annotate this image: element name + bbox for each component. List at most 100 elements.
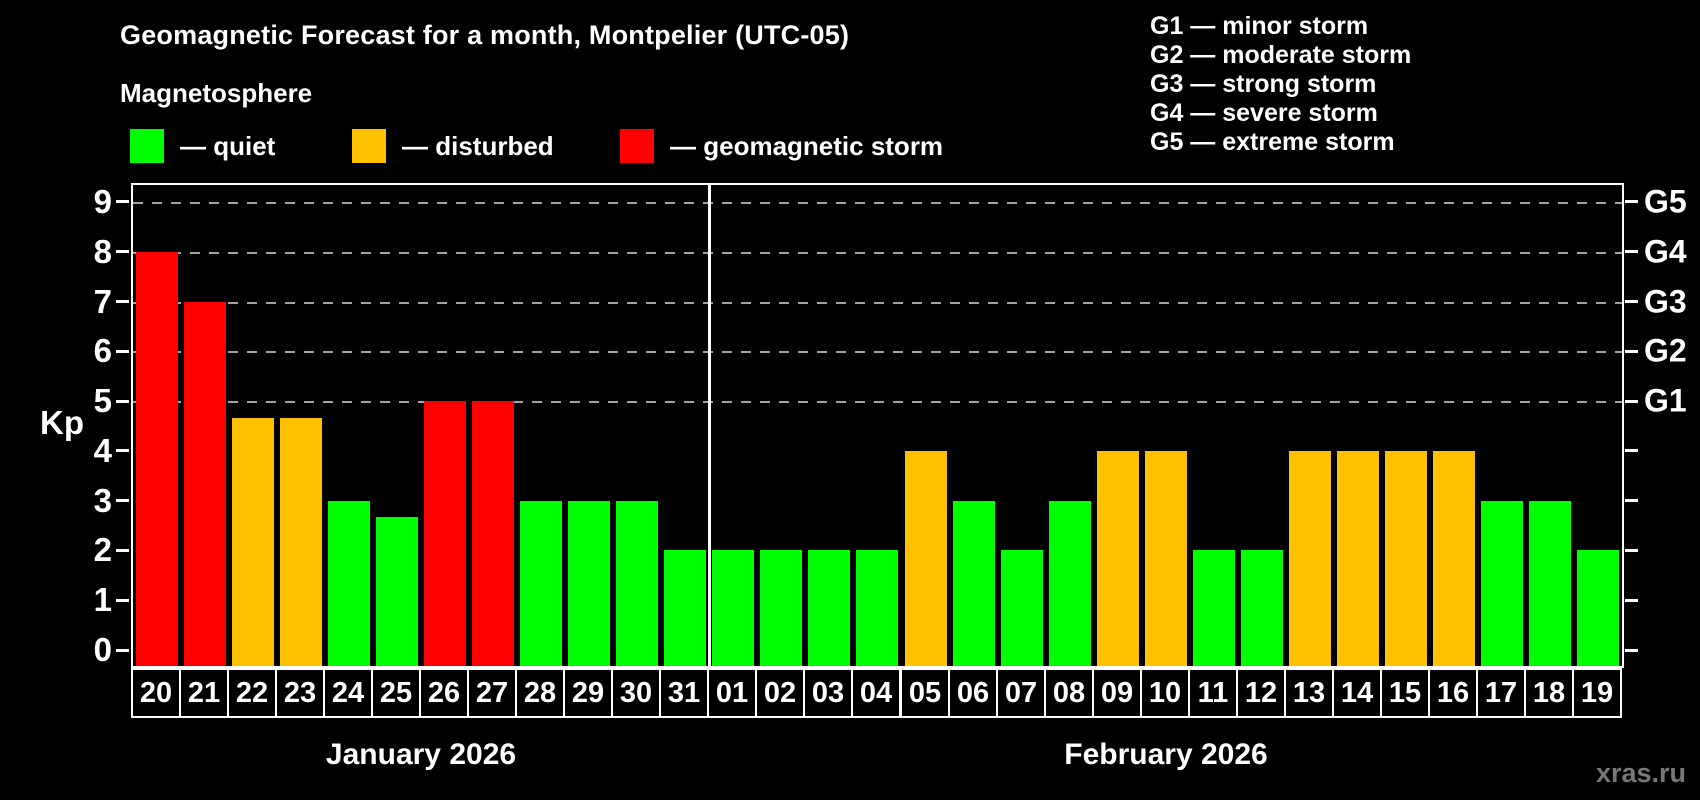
day-label-feb-14: 14 bbox=[1332, 668, 1382, 718]
kp-bar-feb-14 bbox=[1337, 451, 1379, 666]
kp-bar-jan-30 bbox=[616, 501, 658, 666]
kp-bar-feb-15 bbox=[1385, 451, 1427, 666]
g-scale-label-g1: G1 bbox=[1644, 382, 1687, 419]
day-label-feb-04: 04 bbox=[851, 668, 901, 718]
day-label-jan-30: 30 bbox=[611, 668, 661, 718]
legend-label-quiet: — quiet bbox=[180, 130, 276, 161]
y-tick-mark-0 bbox=[116, 648, 129, 652]
day-label-jan-31: 31 bbox=[659, 668, 709, 718]
g-scale-label-g3: G3 bbox=[1644, 283, 1687, 320]
kp-bar-feb-12 bbox=[1241, 550, 1283, 666]
day-label-feb-15: 15 bbox=[1380, 668, 1430, 718]
kp-bar-jan-23 bbox=[280, 418, 322, 666]
kp-bar-feb-04 bbox=[856, 550, 898, 666]
month-label-february: February 2026 bbox=[1064, 738, 1268, 771]
disturbed-swatch bbox=[352, 129, 386, 163]
legend-label-disturbed: — disturbed bbox=[402, 130, 554, 161]
y-tick-mark-8 bbox=[116, 250, 129, 254]
kp-bar-feb-10 bbox=[1145, 451, 1187, 666]
plot-area bbox=[131, 183, 1624, 668]
day-label-jan-21: 21 bbox=[179, 668, 229, 718]
kp-bar-feb-13 bbox=[1289, 451, 1331, 666]
legend-item-storm: — geomagnetic storm bbox=[620, 128, 943, 164]
y-tick-label-8: 8 bbox=[93, 232, 112, 270]
storm-swatch bbox=[620, 129, 654, 163]
kp-bar-feb-09 bbox=[1097, 451, 1139, 666]
right-tick-mark-1 bbox=[1625, 598, 1638, 602]
gridline-kp5 bbox=[133, 401, 1622, 404]
kp-bar-jan-24 bbox=[328, 501, 370, 666]
day-label-feb-10: 10 bbox=[1140, 668, 1190, 718]
right-tick-mark-9 bbox=[1625, 200, 1638, 204]
kp-bar-jan-28 bbox=[520, 501, 562, 666]
legend-item-quiet: — quiet bbox=[130, 128, 275, 164]
right-tick-mark-6 bbox=[1625, 349, 1638, 353]
kp-bar-feb-07 bbox=[1001, 550, 1043, 666]
month-label-january: January 2026 bbox=[325, 738, 517, 771]
day-label-feb-01: 01 bbox=[707, 668, 757, 718]
day-label-feb-13: 13 bbox=[1284, 668, 1334, 718]
storm-scale-line-g1: G1 — minor storm bbox=[1150, 12, 1369, 40]
gridline-kp7 bbox=[133, 301, 1622, 304]
day-label-feb-08: 08 bbox=[1044, 668, 1094, 718]
day-label-feb-19: 19 bbox=[1572, 668, 1622, 718]
day-label-jan-27: 27 bbox=[467, 668, 517, 718]
day-label-feb-18: 18 bbox=[1524, 668, 1574, 718]
day-label-feb-09: 09 bbox=[1092, 668, 1142, 718]
right-tick-mark-2 bbox=[1625, 548, 1638, 552]
kp-bar-feb-18 bbox=[1529, 501, 1571, 666]
kp-bar-jan-20 bbox=[136, 252, 178, 666]
day-label-feb-16: 16 bbox=[1428, 668, 1478, 718]
y-tick-label-3: 3 bbox=[93, 481, 112, 519]
kp-bar-jan-29 bbox=[568, 501, 610, 666]
kp-bar-jan-25 bbox=[376, 517, 418, 666]
kp-bar-feb-02 bbox=[760, 550, 802, 666]
gridline-kp9 bbox=[133, 201, 1622, 204]
day-label-jan-23: 23 bbox=[275, 668, 325, 718]
day-label-jan-29: 29 bbox=[563, 668, 613, 718]
kp-bar-feb-05 bbox=[905, 451, 947, 666]
kp-bar-jan-22 bbox=[232, 418, 274, 666]
day-label-feb-02: 02 bbox=[755, 668, 805, 718]
storm-scale-line-g5: G5 — extreme storm bbox=[1150, 128, 1395, 156]
day-label-feb-11: 11 bbox=[1188, 668, 1238, 718]
storm-scale-line-g2: G2 — moderate storm bbox=[1150, 41, 1412, 69]
day-label-feb-03: 03 bbox=[803, 668, 853, 718]
y-tick-label-2: 2 bbox=[93, 531, 112, 569]
y-tick-mark-3 bbox=[116, 499, 129, 503]
y-tick-label-5: 5 bbox=[93, 382, 112, 420]
day-label-feb-17: 17 bbox=[1476, 668, 1526, 718]
y-tick-mark-5 bbox=[116, 399, 129, 403]
kp-bar-feb-17 bbox=[1481, 501, 1523, 666]
storm-scale-line-g3: G3 — strong storm bbox=[1150, 70, 1377, 98]
kp-bar-feb-03 bbox=[808, 550, 850, 666]
day-label-feb-05: 05 bbox=[900, 668, 950, 718]
legend-label-storm: — geomagnetic storm bbox=[670, 130, 944, 161]
legend-item-disturbed: — disturbed bbox=[352, 128, 554, 164]
kp-bar-feb-16 bbox=[1433, 451, 1475, 666]
right-tick-mark-8 bbox=[1625, 250, 1638, 254]
right-tick-mark-7 bbox=[1625, 300, 1638, 304]
day-label-jan-26: 26 bbox=[419, 668, 469, 718]
quiet-swatch bbox=[130, 129, 164, 163]
right-tick-mark-0 bbox=[1625, 648, 1638, 652]
y-tick-label-4: 4 bbox=[93, 431, 112, 469]
y-tick-mark-9 bbox=[116, 200, 129, 204]
y-tick-mark-4 bbox=[116, 449, 129, 453]
kp-bar-jan-21 bbox=[184, 302, 226, 666]
kp-bar-jan-26 bbox=[424, 401, 466, 666]
kp-bar-jan-27 bbox=[472, 401, 514, 666]
day-label-jan-20: 20 bbox=[131, 668, 181, 718]
kp-bar-feb-08 bbox=[1049, 501, 1091, 666]
y-tick-label-0: 0 bbox=[93, 631, 112, 668]
kp-bar-feb-19 bbox=[1577, 550, 1619, 666]
kp-bar-jan-31 bbox=[664, 550, 706, 666]
magnetosphere-label: Magnetosphere bbox=[120, 78, 313, 108]
chart-title: Geomagnetic Forecast for a month, Montpe… bbox=[120, 20, 850, 50]
kp-bar-feb-01 bbox=[712, 550, 754, 666]
g-scale-label-g2: G2 bbox=[1644, 332, 1687, 369]
day-label-jan-22: 22 bbox=[227, 668, 277, 718]
gridline-kp8 bbox=[133, 251, 1622, 254]
day-label-feb-07: 07 bbox=[996, 668, 1046, 718]
